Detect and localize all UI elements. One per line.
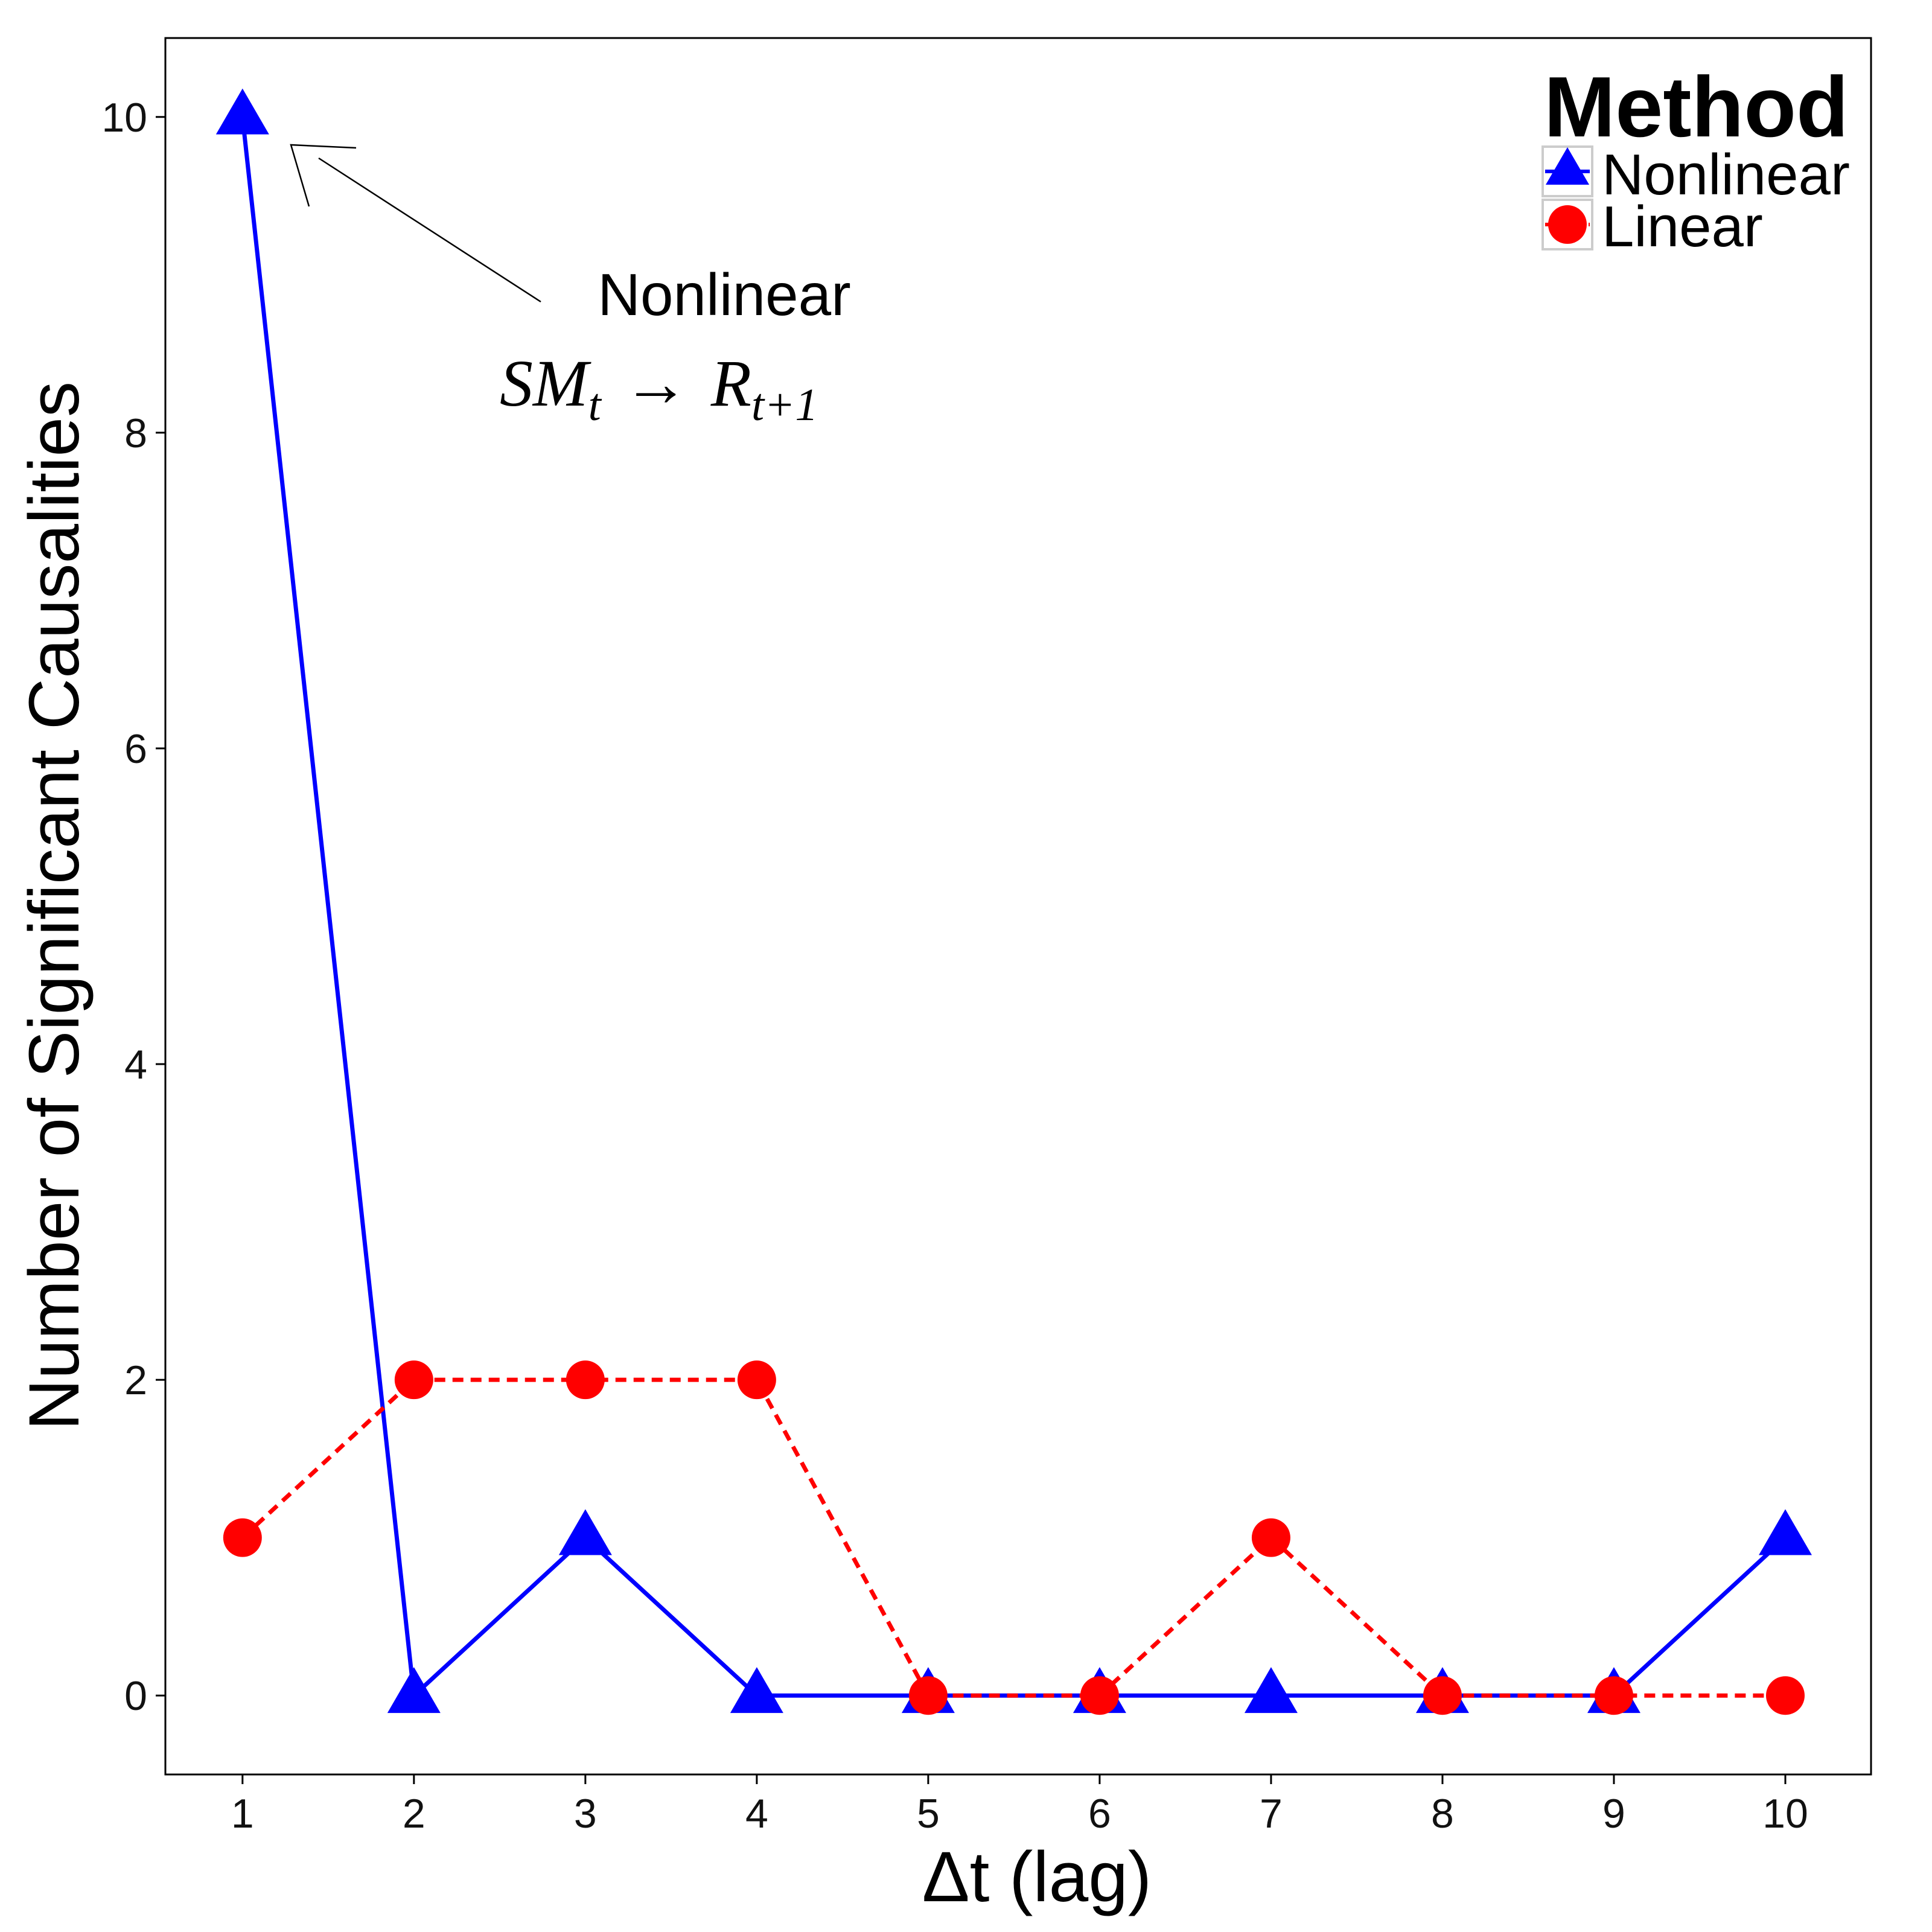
legend: Method Nonlinear Linear bbox=[1541, 59, 1850, 259]
data-point-linear bbox=[223, 1518, 262, 1557]
formula-sub-2: t+1 bbox=[751, 380, 818, 430]
data-point-nonlinear bbox=[1758, 1509, 1812, 1555]
legend-label-linear: Linear bbox=[1602, 194, 1763, 259]
y-axis: 0 2 4 6 8 10 bbox=[101, 95, 165, 1719]
annotation-arrowhead bbox=[290, 144, 357, 207]
data-point-linear bbox=[394, 1360, 433, 1400]
series-layer bbox=[215, 88, 1812, 1715]
x-axis: 1 2 3 4 5 6 7 8 9 10 bbox=[231, 1774, 1808, 1837]
data-point-linear bbox=[1251, 1518, 1290, 1557]
x-tick-label: 6 bbox=[1088, 1791, 1111, 1837]
y-tick-label: 2 bbox=[124, 1357, 147, 1403]
y-tick-label: 6 bbox=[124, 726, 147, 772]
data-point-linear bbox=[1080, 1676, 1119, 1715]
data-point-nonlinear bbox=[215, 88, 269, 135]
legend-title: Method bbox=[1544, 59, 1849, 155]
data-point-nonlinear bbox=[1244, 1667, 1298, 1714]
data-point-linear bbox=[737, 1360, 776, 1400]
legend-marker-nonlinear bbox=[1546, 147, 1589, 185]
annotation-label: Nonlinear bbox=[598, 261, 850, 328]
annotation-formula: SMt → Rt+1 bbox=[500, 346, 818, 430]
y-tick-label: 0 bbox=[124, 1673, 147, 1719]
y-tick-label: 4 bbox=[124, 1042, 147, 1088]
x-tick-label: 9 bbox=[1602, 1791, 1625, 1837]
x-tick-label: 10 bbox=[1762, 1791, 1808, 1837]
formula-base-2: R bbox=[710, 346, 751, 420]
legend-label-nonlinear: Nonlinear bbox=[1602, 142, 1850, 207]
data-point-linear bbox=[1765, 1676, 1805, 1715]
data-point-nonlinear bbox=[730, 1667, 783, 1714]
data-point-nonlinear bbox=[558, 1509, 612, 1555]
formula-sub-1: t bbox=[588, 380, 602, 430]
x-tick-label: 8 bbox=[1431, 1791, 1454, 1837]
formula-arrow: → bbox=[623, 346, 689, 420]
plot-panel bbox=[164, 37, 1872, 1776]
data-point-linear bbox=[908, 1676, 948, 1715]
annotation-arrow bbox=[318, 157, 541, 303]
x-tick-label: 3 bbox=[574, 1791, 597, 1837]
x-axis-title: Δt (lag) bbox=[922, 1837, 1152, 1917]
series-line-linear bbox=[241, 1377, 1785, 1698]
x-tick-label: 1 bbox=[231, 1791, 254, 1837]
x-tick-label: 4 bbox=[745, 1791, 768, 1837]
data-point-linear bbox=[566, 1360, 605, 1400]
x-tick-label: 5 bbox=[917, 1791, 940, 1837]
x-tick-label: 2 bbox=[403, 1791, 426, 1837]
legend-marker-linear bbox=[1548, 205, 1587, 244]
y-tick-label: 8 bbox=[124, 410, 147, 456]
data-point-linear bbox=[1423, 1676, 1462, 1715]
data-point-nonlinear bbox=[387, 1667, 441, 1714]
formula-base-1: SM bbox=[500, 346, 591, 420]
annotation: Nonlinear SMt → Rt+1 bbox=[290, 144, 851, 430]
y-axis-title: Number of Significant Causalities bbox=[14, 381, 94, 1430]
data-point-linear bbox=[1594, 1676, 1633, 1715]
y-tick-label: 10 bbox=[101, 95, 147, 141]
x-tick-label: 7 bbox=[1260, 1791, 1283, 1837]
